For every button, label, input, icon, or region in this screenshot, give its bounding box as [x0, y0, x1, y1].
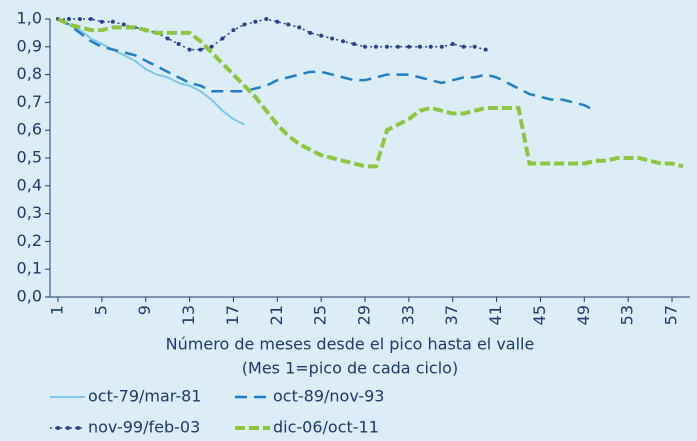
series-marker [121, 22, 126, 27]
series-marker [428, 44, 433, 49]
y-tick-label: 0,0 [17, 287, 42, 306]
x-tick-label: 49 [574, 305, 593, 325]
x-axis-subtitle: (Mes 1=pico de cada ciclo) [242, 359, 458, 378]
x-tick-label: 25 [311, 305, 330, 325]
series-marker [330, 36, 335, 41]
legend-label: oct-89/nov-93 [273, 387, 384, 406]
x-tick-label: 17 [223, 305, 242, 325]
series-marker [66, 17, 71, 21]
series-marker [483, 47, 488, 52]
series-marker [352, 42, 357, 47]
series-marker [187, 47, 192, 52]
legend-label: oct-79/mar-81 [88, 387, 201, 406]
legend-label: dic-06/oct-11 [273, 418, 379, 437]
series-marker [88, 17, 93, 21]
x-tick-label: 21 [267, 305, 286, 325]
y-tick-label: 0,9 [17, 36, 42, 55]
series-marker [264, 17, 269, 21]
x-axis-title: Número de meses desde el pico hasta el v… [166, 335, 535, 354]
y-tick-label: 1,0 [17, 9, 42, 28]
y-tick-label: 0,4 [17, 175, 42, 194]
legend-marker [66, 426, 70, 430]
series-marker [220, 36, 225, 41]
series-marker [439, 44, 444, 49]
y-tick-label: 0,2 [17, 231, 42, 250]
series-marker [406, 44, 411, 49]
series-marker [373, 44, 378, 49]
series-marker [198, 47, 203, 52]
series-marker [461, 44, 466, 49]
series-marker [297, 25, 302, 30]
y-tick-label: 0,3 [17, 203, 42, 222]
series-marker [472, 44, 477, 49]
x-tick-label: 37 [442, 305, 461, 325]
series-marker [417, 44, 422, 49]
x-tick-label: 1 [48, 305, 67, 315]
series-marker [450, 42, 455, 47]
y-tick-label: 0,6 [17, 120, 42, 139]
legend-marker [76, 426, 80, 430]
x-tick-label: 45 [530, 305, 549, 325]
series-marker [253, 19, 258, 24]
x-tick-label: 5 [91, 305, 110, 315]
series-marker [231, 28, 236, 33]
y-tick-label: 0,8 [17, 64, 42, 83]
series-marker [395, 44, 400, 49]
x-tick-label: 29 [355, 305, 374, 325]
x-tick-label: 13 [179, 305, 198, 325]
series-line [57, 17, 596, 112]
series-line [57, 17, 684, 169]
series-marker [242, 22, 247, 27]
series-marker [176, 42, 181, 47]
series-marker [286, 22, 291, 27]
series-marker [308, 30, 313, 35]
series-marker [110, 19, 115, 24]
x-tick-label: 33 [398, 305, 417, 325]
series-marker [341, 39, 346, 44]
series-marker [99, 19, 104, 24]
series-marker [275, 19, 280, 24]
y-tick-label: 0,5 [17, 148, 42, 167]
legend-label: nov-99/feb-03 [88, 418, 200, 437]
series-marker [77, 17, 82, 21]
legend-marker [56, 426, 60, 430]
series-marker [209, 44, 214, 49]
series-line [57, 18, 245, 126]
series-marker [384, 44, 389, 49]
series-marker [165, 36, 170, 41]
x-tick-label: 53 [618, 305, 637, 325]
series-marker [319, 33, 324, 38]
y-tick-label: 0,7 [17, 92, 42, 111]
x-tick-label: 41 [486, 305, 505, 325]
series-marker [363, 44, 368, 49]
x-tick-label: 57 [662, 305, 681, 325]
y-tick-label: 0,1 [17, 259, 42, 278]
x-tick-label: 9 [135, 305, 154, 315]
